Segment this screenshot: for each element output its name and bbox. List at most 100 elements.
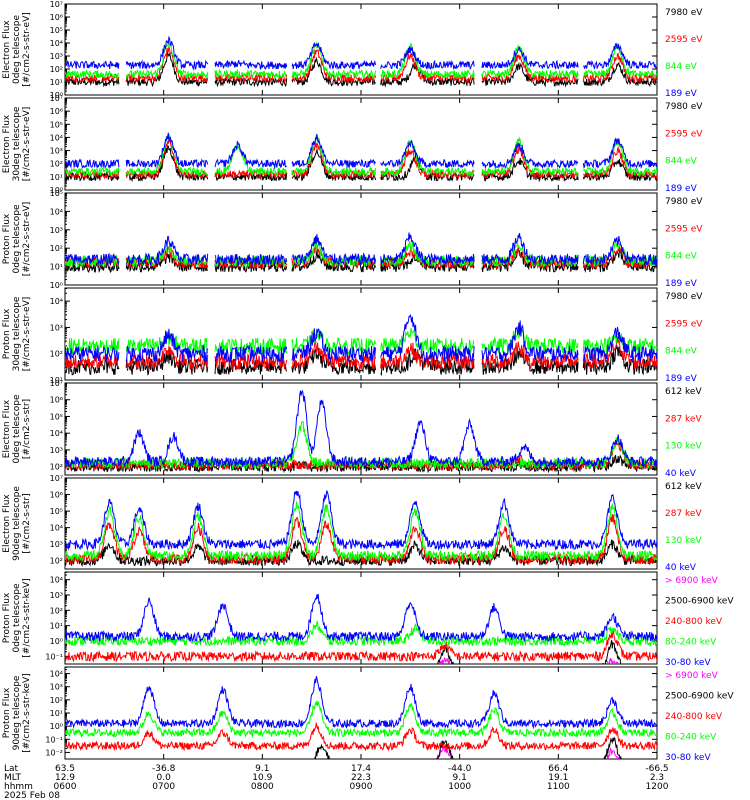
y-tick-label: 10⁴ — [50, 133, 63, 142]
y-tick-label: 10³ — [50, 683, 63, 692]
legend-entry: 287 keV — [665, 509, 702, 519]
series-line — [65, 420, 657, 471]
panel-2: 10⁰ 10¹ 10² 10³ 10⁴ 10⁵ 10⁶ 10⁷ TED Electron Flux… — [0, 94, 703, 195]
y-axis-label: Proton Flux — [2, 687, 12, 738]
legend-entry: 2500-6900 keV — [665, 597, 734, 607]
legend-entry: 7980 eV — [665, 102, 703, 112]
y-tick-label: 10⁴ — [50, 524, 63, 533]
y-tick-label: 10⁶ — [50, 491, 63, 500]
series-line — [65, 133, 657, 178]
series-line — [65, 313, 657, 364]
y-tick-label: 10⁶ — [50, 13, 63, 22]
y-tick-label: 10¹ — [50, 263, 63, 272]
y-tick-label: 10⁴ — [50, 39, 63, 48]
y-axis-label: Electron Flux — [2, 399, 12, 458]
x-tick-label: 1100 — [547, 782, 570, 792]
y-axis-label: [#/cm2-s-str-eV] — [22, 297, 32, 372]
legend-entry: 7980 eV — [665, 8, 703, 18]
y-axis-label: [#/cm2-s-str] — [22, 399, 32, 459]
x-tick-label: 2.3 — [650, 773, 664, 783]
y-axis-label: TED — [0, 40, 2, 59]
y-axis-label: 0deg telescope — [12, 394, 22, 464]
y-tick-label: 10⁵ — [50, 412, 63, 421]
y-tick-label: 10⁶ — [50, 396, 63, 405]
x-tick-label: 19.1 — [548, 773, 568, 783]
series-line — [65, 722, 657, 752]
y-axis-label: MEPED — [0, 697, 2, 729]
y-tick-label: 10⁰ — [50, 722, 63, 731]
y-axis-label: 30deg telescope — [12, 106, 22, 181]
y-axis-label: MEPED — [0, 602, 2, 634]
y-axis-label: Proton Flux — [2, 308, 12, 359]
legend-entry: 240-800 keV — [665, 617, 723, 627]
y-tick-label: 10² — [50, 696, 63, 705]
legend-entry: > 6900 keV — [665, 671, 719, 681]
y-tick-label: 10² — [50, 606, 63, 615]
y-tick-label: 10¹ — [50, 376, 63, 385]
panel-3: 10⁰ 10¹ 10² 10³ 10⁴ 10⁵ TED Proton Flux 0deg tel… — [0, 189, 703, 290]
x-tick-label: 17.4 — [351, 764, 371, 774]
y-tick-label: 10⁻¹ — [45, 735, 63, 744]
y-axis-label: 30deg telescope — [12, 296, 22, 371]
legend-entry: 612 keV — [665, 387, 702, 397]
panel-6: 10² 10³ 10⁴ 10⁵ 10⁶ 10⁷ MEPED Electron Flux 90de… — [0, 474, 702, 573]
x-tick-label: 63.5 — [55, 764, 75, 774]
x-tick-label: -66.5 — [645, 764, 668, 774]
y-axis-label: 0deg telescope — [12, 15, 22, 85]
y-tick-label: 10¹ — [50, 622, 63, 631]
y-tick-label: 10⁵ — [50, 189, 63, 198]
y-axis-label: [#/cm2-s-str-eV] — [22, 107, 32, 182]
legend-entry: 30-80 keV — [665, 753, 711, 763]
legend-entry: 2595 eV — [665, 129, 703, 139]
y-tick-label: 10⁻¹ — [45, 652, 63, 661]
legend-entry: 2595 eV — [665, 35, 703, 45]
y-tick-label: 10³ — [50, 147, 63, 156]
y-tick-label: 10¹ — [50, 78, 63, 87]
y-tick-label: 10⁵ — [50, 507, 63, 516]
y-axis-label: [#/cm2-s-str-keV] — [22, 673, 32, 752]
y-axis-label: Proton Flux — [2, 213, 12, 264]
x-tick-label: 1000 — [448, 782, 471, 792]
y-tick-label: 10⁴ — [50, 297, 63, 306]
y-axis-label: Electron Flux — [2, 494, 12, 553]
legend-entry: 287 keV — [665, 414, 702, 424]
series-line — [65, 40, 657, 80]
y-axis-label: TED — [0, 230, 2, 249]
legend-entry: > 6900 keV — [665, 576, 719, 586]
y-tick-label: 10⁴ — [50, 207, 63, 216]
y-axis-label: 90deg telescope — [12, 486, 22, 561]
legend-entry: 30-80 keV — [665, 658, 711, 668]
legend-entry: 2595 eV — [665, 224, 703, 234]
y-tick-label: 10⁰ — [50, 186, 63, 195]
legend-entry: 240-800 keV — [665, 712, 723, 722]
x-tick-label: 1200 — [646, 782, 669, 792]
y-tick-label: 10⁷ — [50, 474, 63, 483]
y-tick-label: 10⁷ — [50, 0, 63, 9]
y-tick-label: 10³ — [50, 446, 63, 455]
legend-entry: 2595 eV — [665, 319, 703, 329]
y-tick-label: 10¹ — [50, 173, 63, 182]
y-tick-label: 10² — [50, 350, 63, 359]
legend-entry: 7980 eV — [665, 292, 703, 302]
panel-frame — [64, 571, 658, 665]
x-tick-label: 22.3 — [351, 773, 371, 783]
legend-entry: 844 eV — [665, 347, 698, 357]
x-tick-label: 9.1 — [255, 764, 269, 774]
y-axis-label: TED — [0, 325, 2, 344]
y-tick-label: 10³ — [50, 52, 63, 61]
legend-entry: 844 eV — [665, 157, 698, 167]
y-tick-label: 10² — [50, 160, 63, 169]
x-tick-label: 12.9 — [55, 773, 75, 783]
y-axis-label: 90deg telescope — [12, 675, 22, 750]
y-tick-label: 10⁰ — [50, 281, 63, 290]
y-axis-label: MEPED — [0, 413, 2, 445]
series-line — [65, 490, 657, 552]
legend-entry: 844 eV — [665, 62, 698, 72]
y-tick-label: 10⁵ — [50, 120, 63, 129]
y-tick-label: 10³ — [50, 591, 63, 600]
y-tick-label: 10⁻² — [45, 748, 63, 757]
x-tick-label: 0700 — [152, 782, 175, 792]
y-axis-label: Proton Flux — [2, 592, 12, 643]
panel-7: 10⁻¹ 10⁰ 10¹ 10² 10³ 10⁴ MEPED Proton Flux 0deg … — [0, 571, 734, 668]
y-tick-label: 10⁴ — [50, 429, 63, 438]
